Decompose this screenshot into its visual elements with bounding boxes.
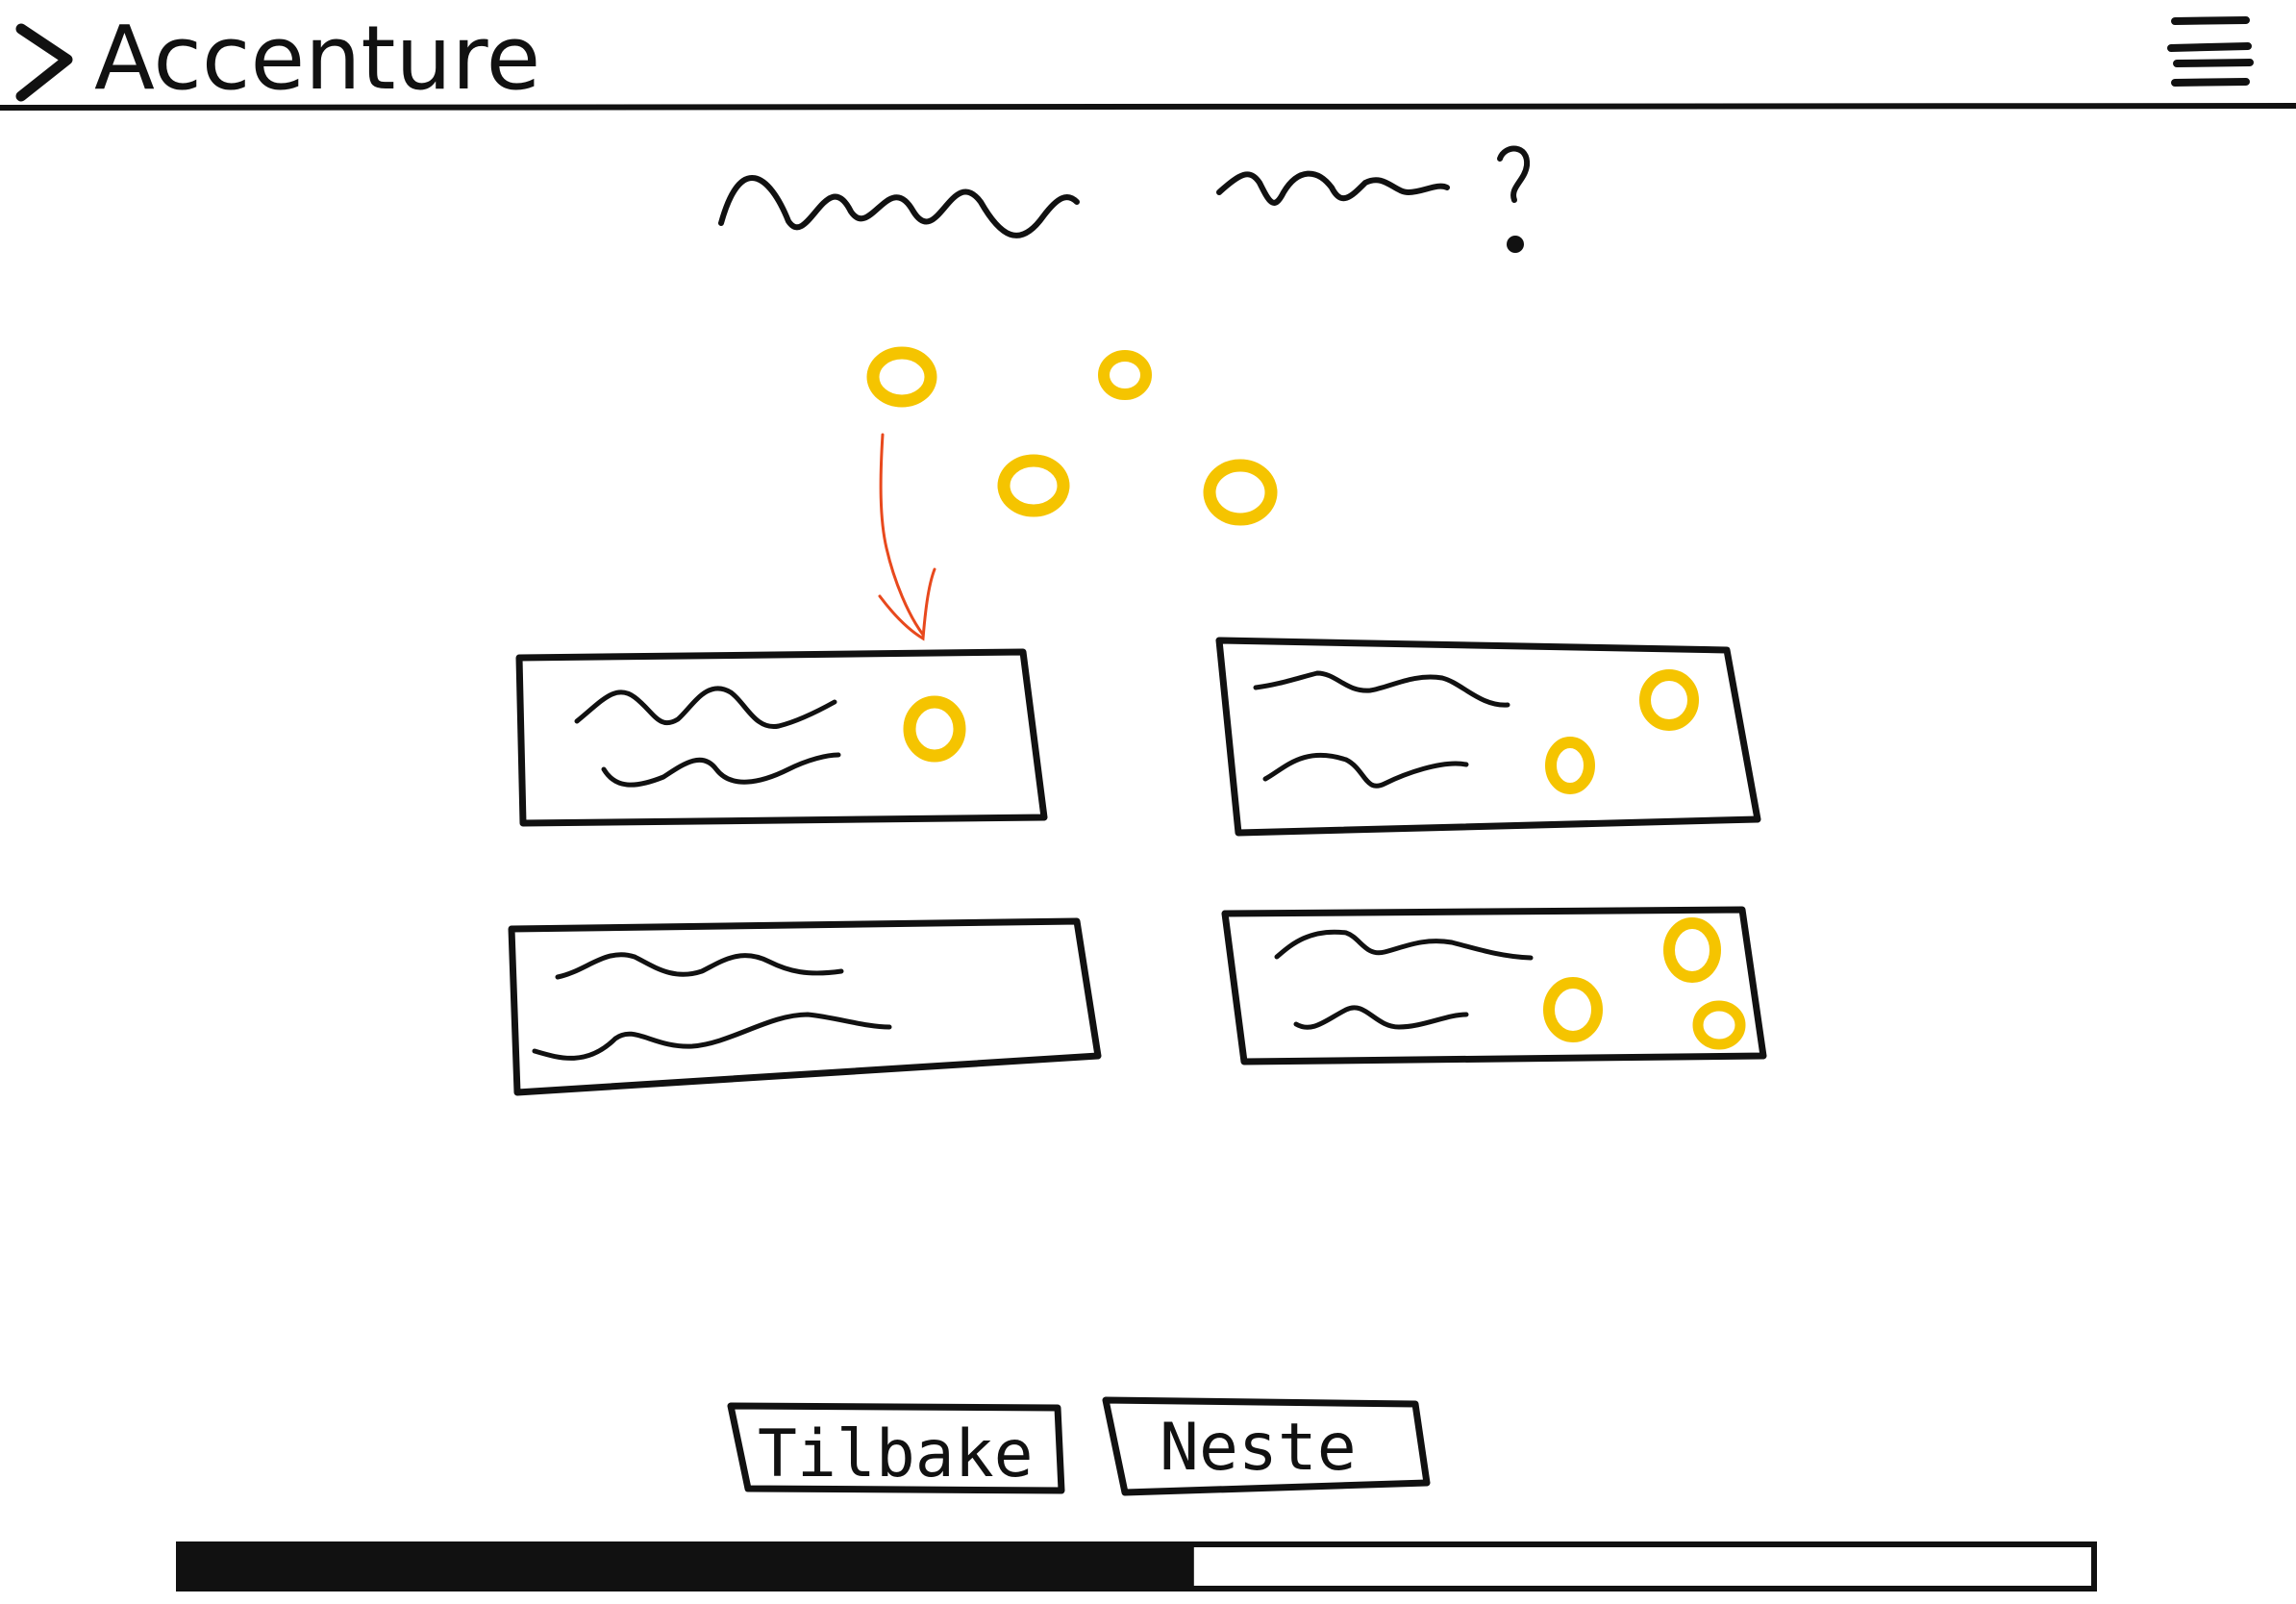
option-dots bbox=[903, 695, 966, 763]
token-dot[interactable] bbox=[997, 454, 1070, 517]
back-button[interactable]: Tilbake bbox=[727, 1402, 1065, 1494]
question-mark-dot bbox=[1507, 236, 1524, 253]
next-button[interactable]: Neste bbox=[1102, 1396, 1431, 1496]
header-divider bbox=[0, 103, 2296, 111]
token-pool bbox=[866, 346, 1278, 526]
token-dot[interactable] bbox=[1203, 459, 1278, 526]
chevron-right-icon bbox=[15, 23, 73, 102]
answer-option-4[interactable] bbox=[1221, 906, 1767, 1065]
progress-bar bbox=[176, 1541, 2097, 1591]
token-dot[interactable] bbox=[1098, 350, 1152, 400]
answer-option-3[interactable] bbox=[508, 917, 1102, 1096]
hamburger-menu-icon[interactable] bbox=[2167, 16, 2254, 87]
drag-hint-arrow-icon bbox=[878, 433, 936, 641]
progress-bar-fill bbox=[179, 1544, 1194, 1589]
token-dot[interactable] bbox=[866, 346, 937, 408]
option-dots bbox=[1543, 917, 1746, 1050]
question-title bbox=[718, 145, 1531, 253]
option-dots bbox=[1545, 669, 1699, 794]
back-button-label: Tilbake bbox=[758, 1416, 1034, 1492]
answer-option-2[interactable] bbox=[1215, 637, 1761, 837]
answer-option-1[interactable] bbox=[515, 648, 1048, 827]
logo-text[interactable]: Accenture bbox=[94, 7, 540, 110]
header: Accenture bbox=[0, 7, 2296, 111]
question-mark-icon bbox=[1497, 145, 1531, 203]
next-button-label: Neste bbox=[1160, 1410, 1357, 1486]
